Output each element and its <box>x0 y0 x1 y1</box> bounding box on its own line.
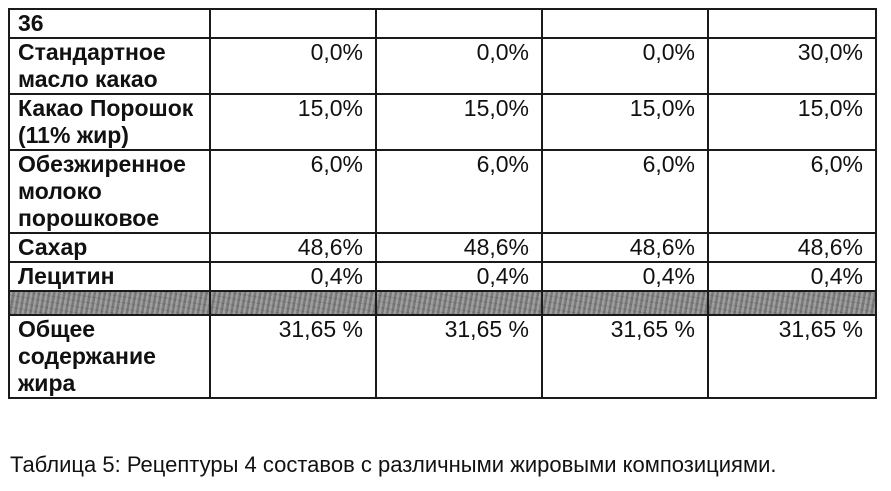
row-label: Лецитин <box>8 261 211 292</box>
value-cell: 15,0% <box>541 93 709 151</box>
header-cell <box>375 8 543 39</box>
row-label: Обезжиренное молоко порошковое <box>8 149 211 234</box>
table-row: Обезжиренное молоко порошковое 6,0% 6,0%… <box>8 149 877 234</box>
value-cell: 0,0% <box>375 37 543 95</box>
value-cell: 6,0% <box>707 149 877 234</box>
total-value-cell: 31,65 % <box>375 314 543 399</box>
value-cell: 6,0% <box>541 149 709 234</box>
header-cell <box>209 8 377 39</box>
value-cell: 0,0% <box>209 37 377 95</box>
value-cell: 15,0% <box>209 93 377 151</box>
value-cell: 0,4% <box>707 261 877 292</box>
table-row: Лецитин 0,4% 0,4% 0,4% 0,4% <box>8 261 877 292</box>
value-cell: 0,4% <box>375 261 543 292</box>
value-cell: 0,4% <box>541 261 709 292</box>
value-cell: 15,0% <box>375 93 543 151</box>
total-value-cell: 31,65 % <box>209 314 377 399</box>
total-label: Общее содержание жира <box>8 314 211 399</box>
table-caption: Таблица 5: Рецептуры 4 составов с различ… <box>10 452 777 477</box>
shaded-cell <box>209 290 377 316</box>
table-header-row: 36 <box>8 8 877 39</box>
value-cell: 48,6% <box>541 232 709 263</box>
value-cell: 6,0% <box>375 149 543 234</box>
value-cell: 48,6% <box>707 232 877 263</box>
header-label: 36 <box>8 8 211 39</box>
header-cell <box>707 8 877 39</box>
value-cell: 6,0% <box>209 149 377 234</box>
total-value-cell: 31,65 % <box>541 314 709 399</box>
row-label: Сахар <box>8 232 211 263</box>
shaded-separator-row <box>8 290 877 316</box>
table-row: Какао Порошок (11% жир) 15,0% 15,0% 15,0… <box>8 93 877 151</box>
row-label: Стандартное масло какао <box>8 37 211 95</box>
value-cell: 48,6% <box>375 232 543 263</box>
row-label: Какао Порошок (11% жир) <box>8 93 211 151</box>
value-cell: 15,0% <box>707 93 877 151</box>
shaded-cell <box>707 290 877 316</box>
shaded-cell <box>541 290 709 316</box>
shaded-cell <box>8 290 211 316</box>
value-cell: 48,6% <box>209 232 377 263</box>
table-row: Сахар 48,6% 48,6% 48,6% 48,6% <box>8 232 877 263</box>
total-row: Общее содержание жира 31,65 % 31,65 % 31… <box>8 314 877 399</box>
header-cell <box>541 8 709 39</box>
value-cell: 30,0% <box>707 37 877 95</box>
value-cell: 0,4% <box>209 261 377 292</box>
value-cell: 0,0% <box>541 37 709 95</box>
table-row: Стандартное масло какао 0,0% 0,0% 0,0% 3… <box>8 37 877 95</box>
total-value-cell: 31,65 % <box>707 314 877 399</box>
recipe-table: 36 Стандартное масло какао 0,0% 0,0% 0,0… <box>8 8 877 399</box>
shaded-cell <box>375 290 543 316</box>
